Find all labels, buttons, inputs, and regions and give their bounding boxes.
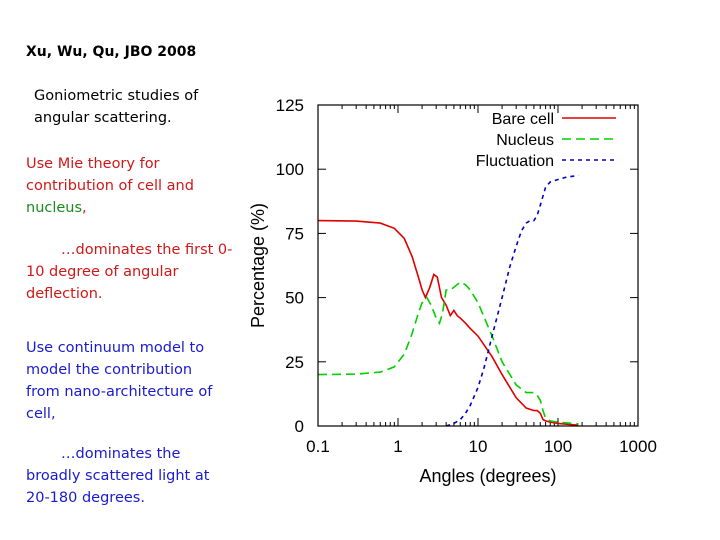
y-tick-label: 100 bbox=[276, 160, 304, 179]
y-axis-label: Percentage (%) bbox=[248, 203, 268, 328]
mie-theory-text: Use Mie theory for contribution of cell … bbox=[26, 153, 226, 219]
x-tick-label: 1000 bbox=[619, 437, 657, 456]
y-tick-label: 75 bbox=[285, 224, 304, 243]
continuum-dominates-line: …dominates the broadly scattered light a… bbox=[26, 446, 210, 506]
citation: Xu, Wu, Qu, JBO 2008 bbox=[26, 44, 197, 60]
mie-theory-comma: , bbox=[82, 200, 87, 216]
mie-theory-red-text: Use Mie theory for contribution of cell … bbox=[26, 156, 194, 194]
legend-label-0: Bare cell bbox=[492, 111, 554, 128]
scattering-chart: 0.1 1 10 100 1000 0 25 50 75 100 125 Bare cell Nucle… bbox=[248, 96, 657, 486]
y-tick-label: 25 bbox=[285, 353, 304, 372]
series-line-0 bbox=[317, 219, 579, 426]
mie-dominates-line: …dominates the first 0-10 degree of angu… bbox=[26, 242, 233, 302]
mie-dominates-text: …dominates the first 0-10 degree of angu… bbox=[26, 239, 236, 305]
x-tick-label: 0.1 bbox=[306, 437, 330, 456]
y-tick-label: 125 bbox=[276, 96, 304, 115]
x-axis-label: Angles (degrees) bbox=[419, 466, 556, 486]
plot-frame bbox=[317, 104, 639, 427]
x-tick-label: 1 bbox=[393, 437, 402, 456]
continuum-model-text: Use continuum model to model the contrib… bbox=[26, 340, 213, 422]
series-line-2 bbox=[445, 174, 579, 427]
subtitle: Goniometric studies of angular scatterin… bbox=[34, 88, 199, 126]
x-tick-label: 100 bbox=[544, 437, 572, 456]
mie-theory-nucleus-text: nucleus bbox=[26, 200, 83, 216]
x-tick-label: 10 bbox=[469, 437, 488, 456]
y-tick-label: 0 bbox=[295, 417, 304, 436]
series-line-1 bbox=[317, 281, 579, 425]
continuum-dominates-text: …dominates the broadly scattered light a… bbox=[26, 443, 236, 509]
legend-label-1: Nucleus bbox=[496, 132, 554, 149]
y-tick-label: 50 bbox=[285, 289, 304, 308]
legend-label-2: Fluctuation bbox=[476, 153, 554, 170]
